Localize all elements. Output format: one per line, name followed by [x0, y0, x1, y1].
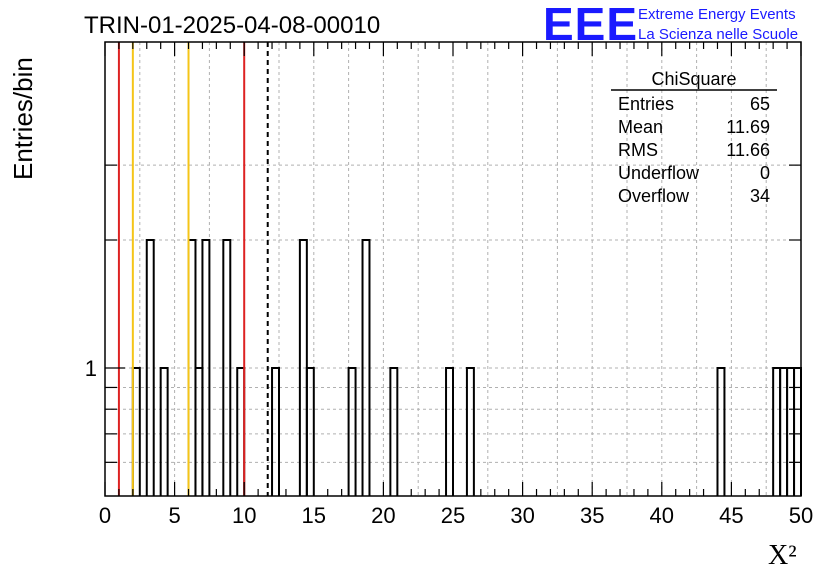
stats-box-value: 0 — [760, 163, 770, 183]
histogram-bin — [347, 367, 357, 496]
eee-logo-line1: Extreme Energy Events — [638, 6, 796, 23]
histogram-bin — [222, 239, 232, 496]
threshold-lines — [117, 42, 269, 496]
histogram-bin — [389, 367, 399, 496]
histogram-bin — [145, 239, 155, 496]
histogram-bin — [361, 239, 371, 496]
stats-box-title: ChiSquare — [651, 69, 736, 89]
chart-title: TRIN-01-2025-04-08-00010 — [84, 12, 380, 39]
x-tick-label: 5 — [168, 503, 180, 528]
x-axis-label: X² — [768, 540, 797, 571]
stats-box-label: Underflow — [618, 163, 700, 183]
x-tick-label: 0 — [99, 503, 111, 528]
x-tick-label: 15 — [302, 503, 326, 528]
histogram-bin — [271, 367, 280, 496]
stats-box-label: RMS — [618, 140, 658, 160]
x-tick-label: 30 — [510, 503, 534, 528]
histogram-bin — [445, 367, 454, 496]
x-tick-label: 20 — [371, 503, 395, 528]
eee-logo: EEE Extreme Energy Events La Scienza nel… — [543, 0, 798, 50]
histogram-bin — [305, 367, 315, 496]
stats-box-value: 34 — [750, 186, 770, 206]
stats-box-label: Entries — [618, 94, 674, 114]
x-tick-label: 25 — [441, 503, 465, 528]
histogram-bin — [201, 239, 211, 496]
x-tick-label: 10 — [232, 503, 256, 528]
histogram-bin — [465, 367, 475, 496]
x-tick-label: 50 — [789, 503, 813, 528]
y-tick-label: 1 — [85, 356, 97, 381]
y-axis-label: Entries/bin — [8, 57, 38, 180]
histogram-bin — [716, 367, 726, 496]
stats-box-value: 65 — [750, 94, 770, 114]
stats-box-value: 11.66 — [726, 140, 770, 160]
stats-box: ChiSquare Entries 65 Mean 11.69 RMS 11.66 Unde… — [611, 69, 777, 206]
axis-ticks — [104, 42, 802, 496]
x-tick-labels: 0 5 10 15 20 25 30 35 40 45 50 — [99, 503, 813, 528]
stats-box-rows: Entries 65 Mean 11.69 RMS 11.66 Underflow 0 Over… — [618, 94, 770, 206]
stats-box-label: Overflow — [618, 186, 690, 206]
histogram-bin — [159, 367, 169, 496]
eee-logo-line2: La Scienza nelle Scuole — [638, 26, 798, 43]
x-tick-label: 35 — [580, 503, 604, 528]
x-tick-label: 40 — [650, 503, 674, 528]
stats-box-label: Mean — [618, 117, 663, 137]
y-tick-labels: 1 — [85, 356, 97, 381]
stats-box-value: 11.69 — [726, 117, 770, 137]
x-tick-label: 45 — [719, 503, 743, 528]
